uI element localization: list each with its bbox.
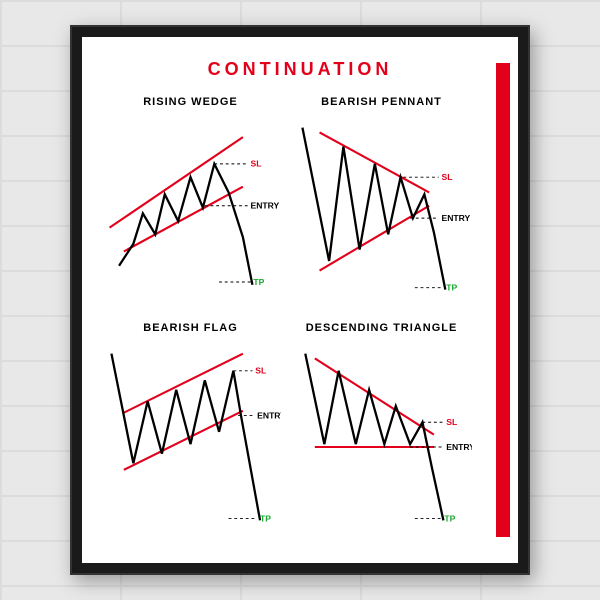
side-strip-label: BEARISH xyxy=(488,273,498,328)
side-strip: BEARISH xyxy=(496,63,510,537)
pattern-grid: RISING WEDGE SL ENTRY TP BEARISH PENNANT SL EN… xyxy=(100,94,472,538)
wall-background: CONTINUATION BEARISH RISING WEDGE SL ENTRY… xyxy=(0,0,600,600)
pattern-descending_triangle: DESCENDING TRIANGLE SL ENTRY TP xyxy=(291,320,472,538)
entry-label: ENTRY xyxy=(442,213,471,223)
pattern-chart: SL ENTRY TP xyxy=(100,338,281,536)
price-line xyxy=(305,354,443,521)
tp-label: TP xyxy=(260,513,271,523)
pattern-title: BEARISH PENNANT xyxy=(291,96,472,108)
tp-label: TP xyxy=(253,277,264,287)
pattern-title: BEARISH FLAG xyxy=(100,322,281,334)
picture-frame: CONTINUATION BEARISH RISING WEDGE SL ENTRY… xyxy=(70,25,530,575)
entry-label: ENTRY xyxy=(257,410,281,420)
price-line xyxy=(111,354,260,521)
poster: CONTINUATION BEARISH RISING WEDGE SL ENTRY… xyxy=(82,37,518,563)
entry-label: ENTRY xyxy=(446,442,472,452)
pattern-rising_wedge: RISING WEDGE SL ENTRY TP xyxy=(100,94,281,312)
sl-label: SL xyxy=(446,417,457,427)
price-line xyxy=(119,164,252,285)
sl-label: SL xyxy=(255,366,266,376)
sl-label: SL xyxy=(442,172,453,182)
pattern-bearish_pennant: BEARISH PENNANT SL ENTRY TP xyxy=(291,94,472,312)
pattern-chart: SL ENTRY TP xyxy=(291,112,472,310)
pattern-title: RISING WEDGE xyxy=(100,96,281,108)
sl-label: SL xyxy=(251,159,262,169)
pattern-chart: SL ENTRY TP xyxy=(100,112,281,310)
main-title: CONTINUATION xyxy=(100,59,500,80)
tp-label: TP xyxy=(446,283,457,293)
pattern-chart: SL ENTRY TP xyxy=(291,338,472,536)
pattern-bearish_flag: BEARISH FLAG SL ENTRY TP xyxy=(100,320,281,538)
entry-label: ENTRY xyxy=(251,201,280,211)
trend-line xyxy=(320,132,430,192)
tp-label: TP xyxy=(444,513,455,523)
pattern-title: DESCENDING TRIANGLE xyxy=(291,322,472,334)
